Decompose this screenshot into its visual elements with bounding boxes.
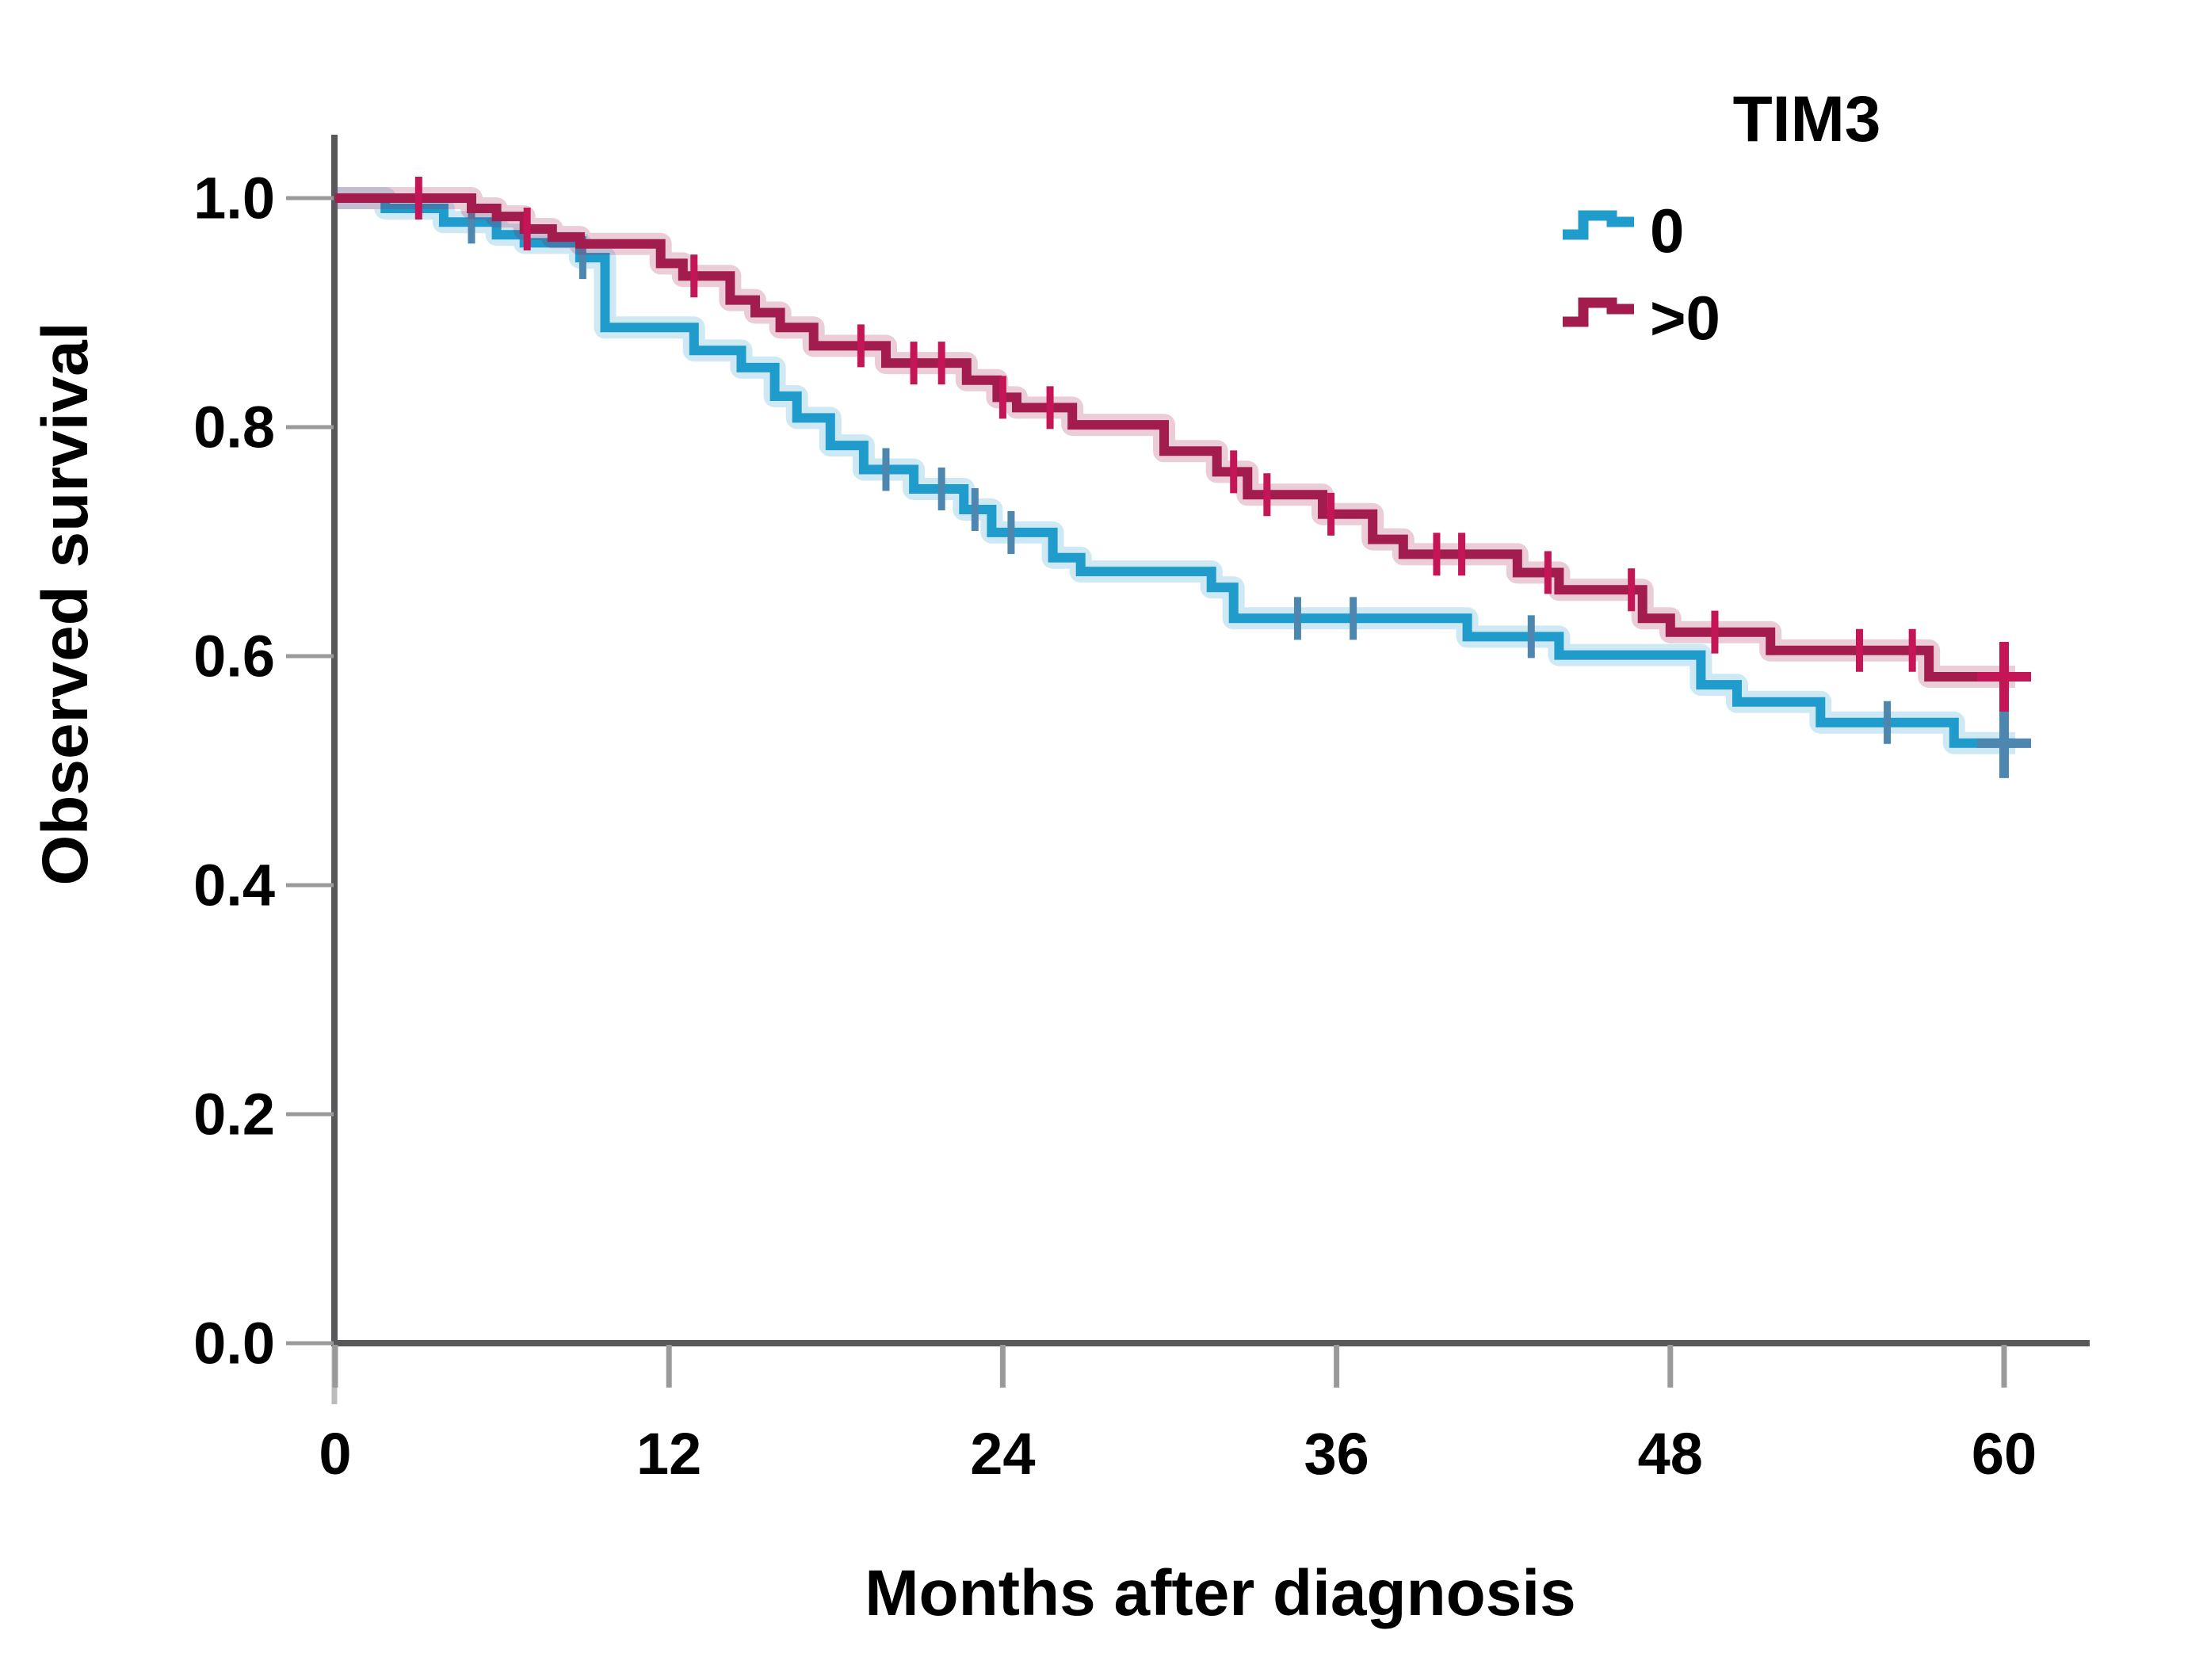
survival-curve-halo (335, 187, 2015, 754)
series-tim3-positive (335, 177, 2031, 712)
y-tick-label: 0.6 (193, 624, 275, 689)
y-tick-label: 0.4 (193, 853, 275, 918)
x-tick-label: 24 (970, 1421, 1035, 1487)
x-tick-label: 0 (319, 1421, 351, 1487)
x-tick-label: 48 (1638, 1421, 1703, 1487)
legend-label-positive: >0 (1650, 283, 1720, 353)
legend-title: TIM3 (1733, 83, 1881, 155)
step-line-icon (1563, 297, 1634, 327)
censor-marks (468, 200, 2031, 778)
survival-curve-halo (335, 187, 2015, 688)
y-axis-tick-labels: 1.0 0.8 0.6 0.4 0.2 0.0 (193, 166, 275, 1376)
y-tick-label: 1.0 (193, 166, 275, 231)
x-tick-label: 60 (1972, 1421, 2037, 1487)
axes-layer (286, 135, 2090, 1404)
legend-label-zero: 0 (1650, 196, 1684, 265)
legend-item-tim3-zero: 0 (1563, 196, 1684, 265)
survival-curve (335, 193, 2015, 682)
y-axis-title: Observed survival (29, 322, 101, 885)
series-tim3-zero (335, 187, 2031, 778)
x-axis-tick-labels: 0 12 24 36 48 60 (319, 1421, 2037, 1487)
x-axis-title: Months after diagnosis (865, 1557, 1576, 1629)
y-tick-label: 0.8 (193, 395, 275, 460)
step-line-icon (1563, 210, 1634, 240)
censor-marks (414, 177, 2031, 712)
survival-curve (335, 193, 2015, 748)
y-tick-label: 0.0 (193, 1311, 275, 1376)
y-tick-label: 0.2 (193, 1082, 275, 1147)
survival-curves-layer (335, 177, 2031, 778)
x-tick-label: 12 (636, 1421, 701, 1487)
x-tick-label: 36 (1304, 1421, 1369, 1487)
legend: TIM3 0 >0 (1563, 83, 1880, 353)
legend-item-tim3-positive: >0 (1563, 283, 1720, 353)
